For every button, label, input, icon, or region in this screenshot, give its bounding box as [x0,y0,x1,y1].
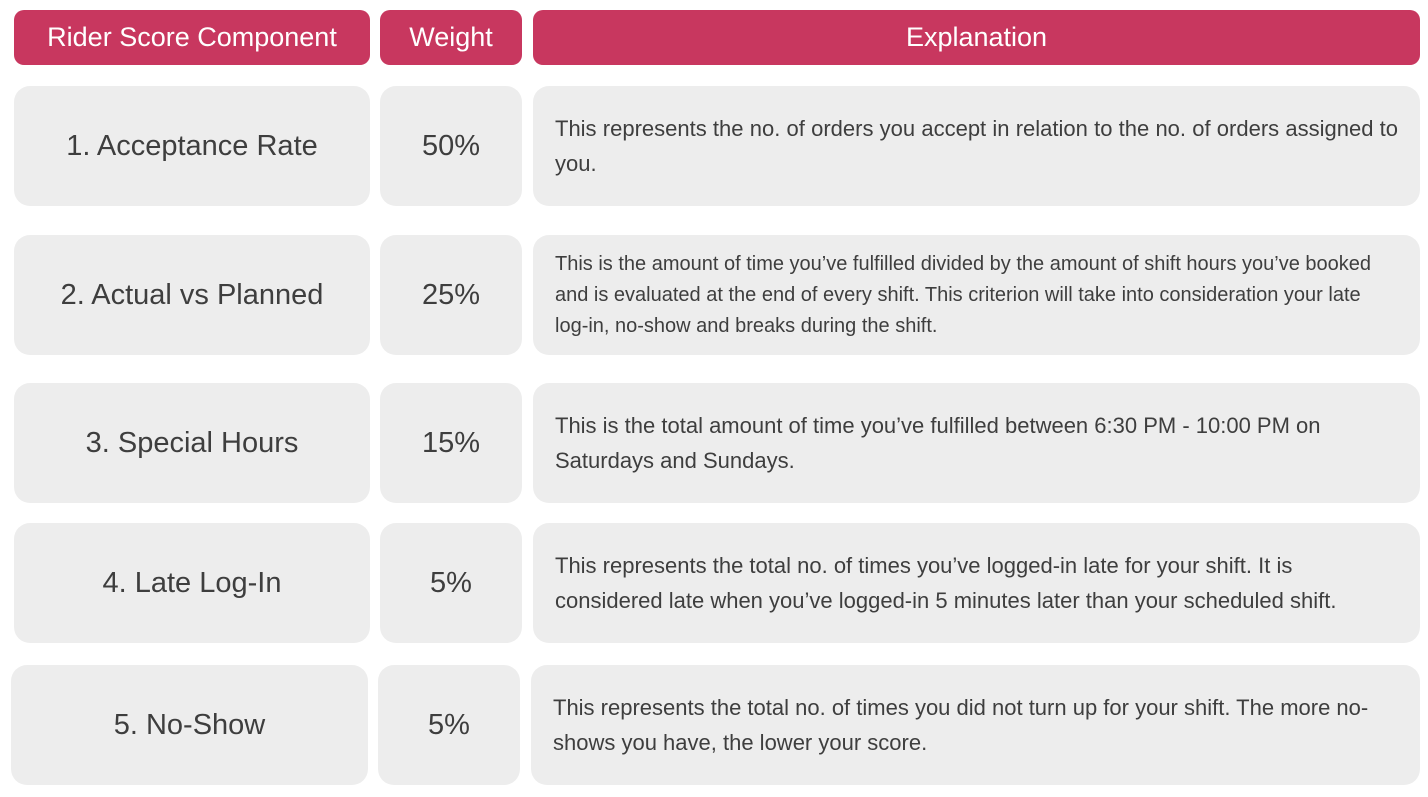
header-weight: Weight [380,10,522,65]
row-1-component: 1. Acceptance Rate [14,86,370,206]
row-2-explanation-text: This is the amount of time you’ve fulfil… [555,252,1372,337]
row-4-explanation-text: This represents the total no. of times y… [555,552,1337,613]
row-5-component-label: 5. No-Show [113,708,266,741]
header-component-label: Rider Score Component [47,22,337,52]
row-3-component: 3. Special Hours [14,383,370,503]
header-weight-label: Weight [409,22,493,52]
row-1-explanation: This represents the no. of orders you ac… [533,86,1420,206]
row-5-weight: 5% [378,665,520,785]
row-5-component: 5. No-Show [11,665,368,785]
row-2-component: 2. Actual vs Planned [14,235,370,355]
row-2-component-label: 2. Actual vs Planned [60,278,324,311]
row-3-weight-value: 15% [421,426,481,459]
row-1-weight-value: 50% [421,129,481,162]
header-component: Rider Score Component [14,10,370,65]
row-4-explanation: This represents the total no. of times y… [533,523,1420,643]
row-5-explanation-text: This represents the total no. of times y… [553,694,1369,755]
row-3-weight: 15% [380,383,522,503]
row-4-component: 4. Late Log-In [14,523,370,643]
row-2-weight-value: 25% [421,278,481,311]
row-3-explanation-text: This is the total amount of time you’ve … [555,412,1321,473]
row-1-explanation-text: This represents the no. of orders you ac… [555,115,1398,176]
row-3-explanation: This is the total amount of time you’ve … [533,383,1420,503]
header-explanation-label: Explanation [905,22,1048,52]
row-4-weight-value: 5% [430,566,472,599]
row-2-weight: 25% [380,235,522,355]
row-5-explanation: This represents the total no. of times y… [531,665,1420,785]
row-4-weight: 5% [380,523,522,643]
row-3-component-label: 3. Special Hours [85,426,299,459]
row-2-explanation: This is the amount of time you’ve fulfil… [533,235,1420,355]
row-1-component-label: 1. Acceptance Rate [66,129,318,162]
header-explanation: Explanation [533,10,1420,65]
row-5-weight-value: 5% [428,708,470,741]
row-4-component-label: 4. Late Log-In [102,566,282,599]
row-1-weight: 50% [380,86,522,206]
